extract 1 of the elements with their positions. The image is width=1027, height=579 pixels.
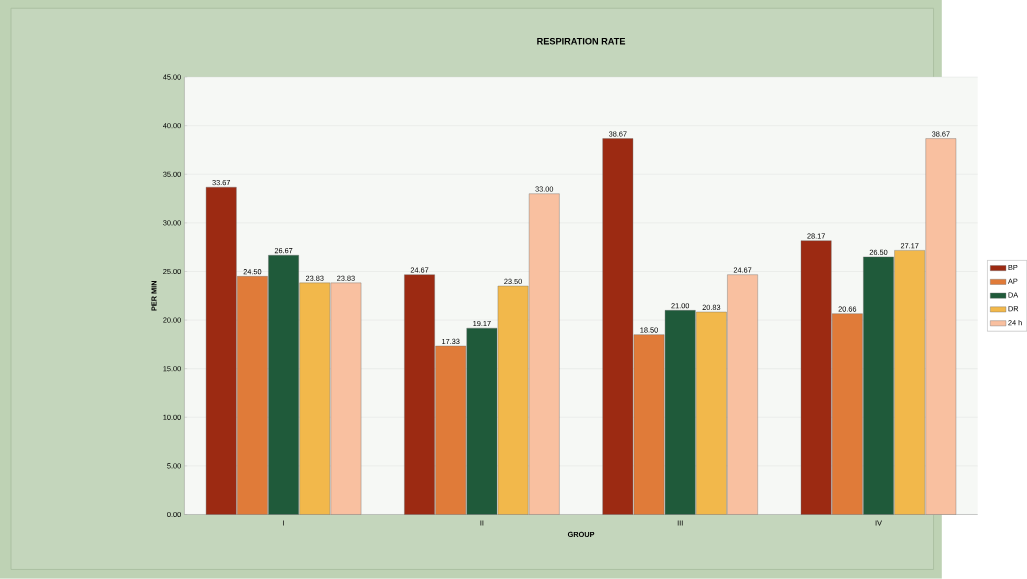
chart-title: RESPIRATION RATE: [537, 38, 626, 45]
